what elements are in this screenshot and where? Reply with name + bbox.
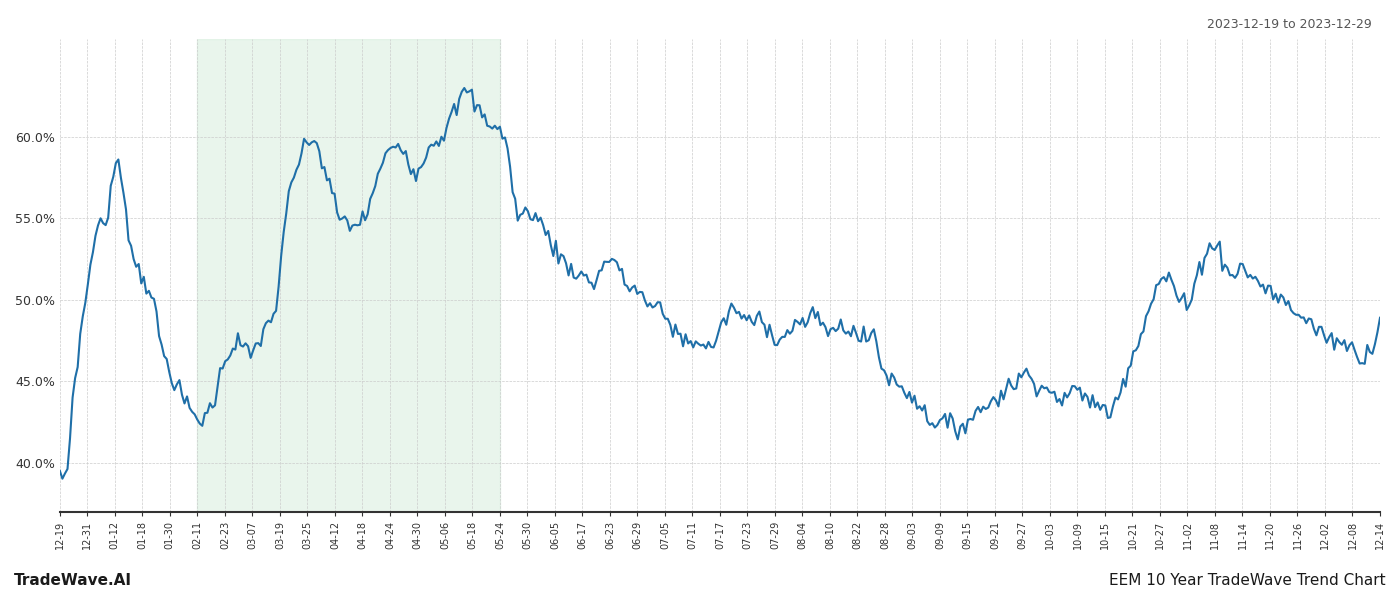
Bar — [197, 39, 500, 512]
Text: TradeWave.AI: TradeWave.AI — [14, 573, 132, 588]
Text: 2023-12-19 to 2023-12-29: 2023-12-19 to 2023-12-29 — [1207, 18, 1372, 31]
Text: EEM 10 Year TradeWave Trend Chart: EEM 10 Year TradeWave Trend Chart — [1109, 573, 1386, 588]
